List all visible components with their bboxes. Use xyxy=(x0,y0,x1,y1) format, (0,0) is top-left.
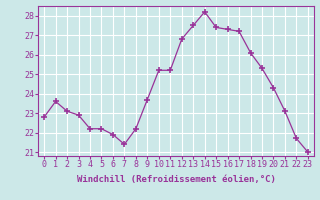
X-axis label: Windchill (Refroidissement éolien,°C): Windchill (Refroidissement éolien,°C) xyxy=(76,175,276,184)
